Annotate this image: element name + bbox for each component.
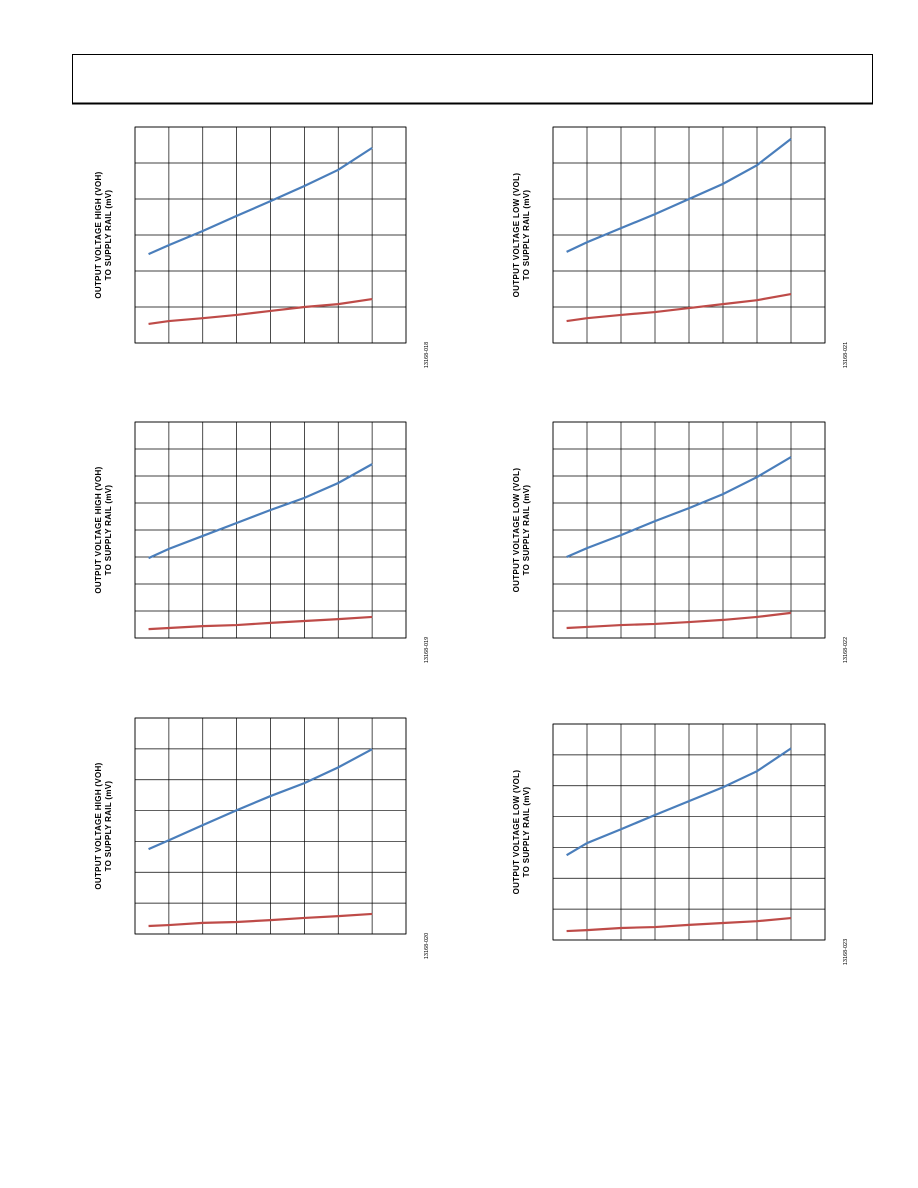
data-line: [566, 611, 792, 630]
y-axis-label: OUTPUT VOLTAGE HIGH (VOH): [94, 171, 103, 298]
data-line: [148, 463, 373, 560]
figure-id: 13168-019: [424, 637, 430, 663]
y-axis-label: TO SUPPLY RAIL (mV): [104, 781, 113, 872]
y-axis-label: TO SUPPLY RAIL (mV): [104, 485, 113, 576]
data-line: [566, 916, 792, 933]
chart: OUTPUT VOLTAGE LOW (VOL) TO SUPPLY RAIL (…: [512, 421, 849, 663]
figure-id: 13168-022: [843, 637, 849, 663]
data-line: [148, 146, 373, 256]
plot-frame: [552, 126, 826, 344]
chart: OUTPUT VOLTAGE HIGH (VOH) TO SUPPLY RAIL …: [94, 421, 430, 663]
figure-id: 13168-018: [424, 342, 430, 368]
data-line: [148, 748, 373, 851]
data-line: [148, 912, 373, 928]
data-line: [566, 456, 792, 559]
y-axis-label: OUTPUT VOLTAGE LOW (VOL): [512, 468, 521, 593]
y-axis-label: TO SUPPLY RAIL (mV): [522, 485, 531, 576]
y-axis-label: OUTPUT VOLTAGE LOW (VOL): [512, 173, 521, 298]
plot-frame: [552, 421, 826, 639]
header-box: [72, 54, 873, 104]
figure-id: 13168-023: [843, 939, 849, 965]
chart: OUTPUT VOLTAGE LOW (VOL) TO SUPPLY RAIL (…: [512, 126, 849, 368]
data-line: [566, 747, 792, 857]
chart: OUTPUT VOLTAGE LOW (VOL) TO SUPPLY RAIL (…: [512, 723, 849, 965]
plot-frame: [134, 717, 407, 935]
data-line: [148, 615, 373, 631]
plot-frame: [552, 723, 826, 941]
y-axis-label: OUTPUT VOLTAGE HIGH (VOH): [94, 762, 103, 889]
figure-id: 13168-021: [843, 342, 849, 368]
chart: OUTPUT VOLTAGE HIGH (VOH) TO SUPPLY RAIL …: [94, 126, 430, 368]
data-line: [566, 138, 792, 253]
y-axis-label: TO SUPPLY RAIL (mV): [522, 190, 531, 281]
data-line: [566, 292, 792, 323]
chart: OUTPUT VOLTAGE HIGH (VOH) TO SUPPLY RAIL …: [94, 717, 430, 959]
plot-frame: [134, 421, 407, 639]
figure-id: 13168-020: [424, 933, 430, 959]
y-axis-label: OUTPUT VOLTAGE LOW (VOL): [512, 770, 521, 895]
data-line: [148, 297, 373, 326]
plot-frame: [134, 126, 407, 344]
y-axis-label: TO SUPPLY RAIL (mV): [522, 787, 531, 878]
y-axis-label: TO SUPPLY RAIL (mV): [104, 190, 113, 281]
y-axis-label: OUTPUT VOLTAGE HIGH (VOH): [94, 466, 103, 593]
